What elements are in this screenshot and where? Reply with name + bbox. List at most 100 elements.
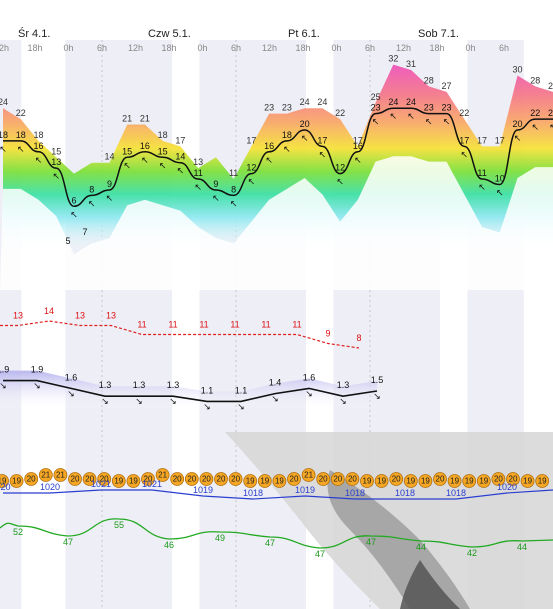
wind-arrow-icon: ↘	[33, 381, 41, 391]
uv-index-label: 20	[85, 475, 94, 484]
uv-index-label: 20	[436, 475, 445, 484]
humidity-label: 46	[164, 540, 174, 550]
temperature-high-label: 27	[548, 81, 553, 91]
uv-index-marker	[330, 472, 345, 486]
uv-index-label: 19	[275, 477, 284, 486]
wind-arrow-icon: ↖	[230, 198, 238, 208]
red-dashed-label: 13	[13, 311, 23, 321]
wind-panel: 1.9 ↘ 1.9 ↘ 1.6 ↘ 1.3 ↘ 1.3 ↘ 1.3 ↘ 1.1 ↘ 1.1 ↘ 1.4 ↘ 1.6 ↘…	[0, 365, 384, 411]
uv-index-label: 19	[377, 477, 386, 486]
uv-index-marker	[360, 474, 374, 488]
uv-index-label: 19	[363, 477, 372, 486]
hour-label: 12h	[128, 43, 143, 53]
wind-arrow-icon: ↖	[0, 144, 7, 154]
uv-index-label: 20	[202, 475, 211, 484]
uv-index-marker	[257, 474, 272, 488]
wind-arrow-icon: ↖	[159, 160, 167, 170]
wind-arrow-icon: ↘	[339, 396, 347, 406]
humidity-label: 47	[315, 549, 325, 559]
temperature-high-label: 21	[140, 114, 150, 124]
wind-arrow-icon: ↖	[70, 209, 78, 219]
pressure-label: 1020	[40, 482, 60, 492]
uv-index-label: 20	[27, 475, 36, 484]
temperature-high-label: 11	[229, 168, 238, 178]
wind-arrow-icon: ↖	[35, 155, 43, 165]
temperature-label: 17	[459, 135, 469, 145]
wind-arrow-icon: ↖	[549, 122, 553, 132]
uv-index-marker	[0, 474, 9, 488]
uv-index-marker	[491, 472, 506, 486]
temperature-label: 18	[282, 130, 292, 140]
wind-arrow-icon: ↖	[407, 111, 415, 121]
pressure-label: 1018	[243, 488, 263, 498]
wind-arrow-icon: ↖	[52, 171, 60, 181]
uv-index-label: 20	[71, 475, 80, 484]
hour-label: 6h	[231, 43, 241, 53]
cloud-layer	[400, 560, 460, 609]
humidity-label: 49	[215, 533, 225, 543]
temperature-label: 10	[495, 174, 505, 184]
uv-index-marker	[272, 474, 287, 488]
temperature-label: 22	[548, 108, 553, 118]
wind-label: 1.5	[371, 375, 384, 385]
red-dashed-panel: 13 14 13 13 11 11 11 11 11 11 9 8	[0, 306, 362, 349]
temperature-high-label: 14	[104, 152, 114, 162]
hour-label: 18h	[429, 43, 444, 53]
wind-arrow-icon: ↖	[301, 133, 309, 143]
temperature-label: 16	[140, 141, 150, 151]
temperature-label: 13	[51, 157, 61, 167]
wind-arrow-icon: ↖	[212, 193, 220, 203]
hour-label: 0h	[197, 43, 207, 53]
temperature-label: 9	[213, 179, 218, 189]
temperature-label: 24	[406, 97, 416, 107]
hour-label: 18h	[27, 43, 42, 53]
temperature-label: 16	[353, 141, 363, 151]
temperature-label: 23	[371, 103, 381, 113]
pressure-line	[3, 489, 553, 500]
temperature-high-label: 23	[282, 103, 292, 113]
temperature-label: 12	[246, 163, 256, 173]
temperature-label: 15	[158, 146, 168, 156]
uv-index-marker	[506, 472, 520, 486]
humidity-label: 47	[63, 537, 73, 547]
humidity-line	[0, 518, 553, 549]
temperature-label: 20	[300, 119, 310, 129]
uv-index-marker	[199, 472, 214, 486]
uv-index-label: 20	[290, 475, 299, 484]
uv-index-label: 21	[41, 471, 50, 480]
cloud-layer	[327, 470, 470, 609]
wind-arrow-icon: ↘	[169, 396, 177, 406]
pressure-label: 1019	[193, 485, 213, 495]
uv-index-marker	[418, 474, 433, 488]
temperature-high-label: 18	[158, 130, 168, 140]
wind-arrow-icon: ↘	[305, 388, 313, 398]
temperature-label: 16	[33, 141, 43, 151]
temperature-line	[3, 107, 553, 208]
wind-arrow-icon: ↖	[372, 117, 380, 127]
red-dashed-label: 13	[75, 311, 85, 321]
uv-index-marker	[374, 474, 389, 488]
wind-arrow-icon: ↖	[248, 177, 256, 187]
wind-label: 1.3	[167, 380, 180, 390]
uv-index-label: 20	[144, 475, 153, 484]
uv-index-marker	[97, 472, 112, 486]
wind-arrow-icon: ↘	[101, 396, 109, 406]
time-header: Śr 4.1.Czw 5.1.Pt 6.1.Sob 7.1.h12h18h0h6…	[0, 27, 509, 53]
uv-index-label: 19	[479, 477, 488, 486]
wind-label: 1.9	[0, 365, 9, 375]
temperature-label: 11	[477, 168, 486, 178]
uv-index-label: 19	[260, 477, 269, 486]
wind-arrow-icon: ↘	[237, 401, 245, 411]
uv-index-label: 19	[465, 477, 474, 486]
uv-index-marker	[433, 472, 447, 486]
temperature-label: 18	[0, 130, 8, 140]
pressure-label: 1020	[497, 482, 517, 492]
uv-index-label: 20	[187, 475, 196, 484]
temperature-label: 24	[388, 97, 398, 107]
uv-index-marker	[53, 468, 68, 482]
uv-index-label: 20	[100, 475, 109, 484]
humidity-label: 47	[366, 537, 376, 547]
temperature-high-label: 13	[193, 157, 203, 167]
uv-index-label: 21	[304, 471, 313, 480]
uv-index-marker	[447, 474, 462, 488]
